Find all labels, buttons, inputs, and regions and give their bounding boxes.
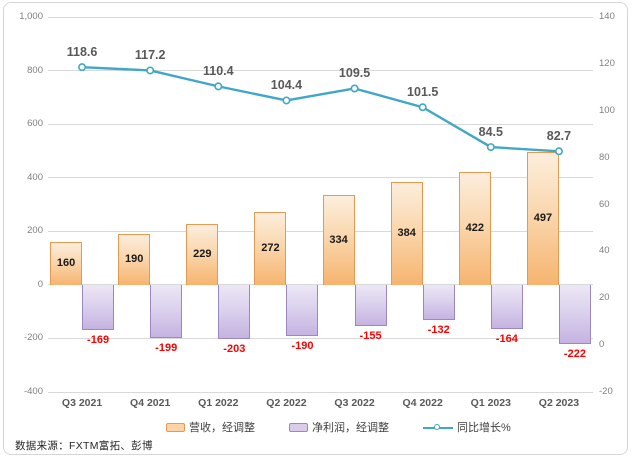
gridline — [48, 177, 593, 179]
profit-bar-label: -164 — [495, 332, 518, 345]
gridline — [48, 337, 593, 339]
category-label: Q2 2022 — [266, 397, 307, 409]
left-axis-tick-label: -200 — [23, 332, 43, 344]
profit-bar-label: -155 — [359, 330, 382, 343]
profit-bar-label: -169 — [87, 334, 110, 347]
growth-line-marker — [282, 96, 291, 105]
growth-point-label: 110.4 — [203, 64, 234, 79]
right-axis-tick-label: 100 — [599, 104, 615, 116]
profit-bar — [82, 284, 115, 331]
revenue-bar-label: 229 — [193, 247, 212, 260]
growth-point-label: 101.5 — [407, 85, 439, 100]
profit-bar — [218, 284, 251, 340]
right-axis-tick-label: 0 — [599, 339, 605, 351]
right-axis-tick-label: 120 — [599, 57, 615, 69]
revenue-bar — [118, 233, 151, 285]
category-label: Q4 2022 — [402, 397, 443, 409]
profit-bar-label: -190 — [291, 339, 314, 352]
profit-bar-label: -203 — [223, 343, 246, 356]
growth-point-label: 82.7 — [546, 129, 572, 144]
growth-point-label: 117.2 — [134, 48, 166, 63]
legend-item-growth: 同比增长% — [423, 419, 511, 435]
growth-line-swatch-icon — [423, 422, 453, 432]
profit-bar — [286, 284, 319, 336]
category-label: Q1 2022 — [198, 397, 239, 409]
left-axis-tick-label: -400 — [23, 386, 43, 397]
right-axis-tick-label: 20 — [599, 292, 610, 304]
legend-label-profit: 净利润，经调整 — [312, 422, 389, 434]
category-label: Q4 2021 — [130, 397, 171, 409]
gridline — [48, 16, 593, 18]
revenue-swatch-icon — [166, 422, 185, 432]
left-axis-tick-label: 600 — [27, 118, 43, 130]
left-axis-tick-label: 800 — [27, 64, 43, 76]
profit-bar-label: -222 — [563, 348, 586, 361]
growth-line-marker — [214, 82, 223, 91]
revenue-bar-label: 334 — [329, 233, 348, 246]
legend-item-profit: 净利润，经调整 — [289, 419, 389, 435]
profit-bar-label: -132 — [427, 324, 450, 337]
category-label: Q3 2021 — [61, 397, 103, 409]
revenue-bar — [458, 171, 491, 285]
growth-point-label: 104.4 — [270, 78, 303, 93]
revenue-bar — [186, 223, 219, 285]
growth-point-label: 118.6 — [66, 45, 98, 60]
revenue-bar-label: 160 — [56, 256, 76, 269]
profit-bar — [150, 284, 183, 339]
gridline — [48, 70, 593, 72]
left-axis-tick-label: 200 — [27, 225, 43, 237]
gridline — [48, 230, 593, 232]
right-axis-tick-label: -20 — [599, 386, 613, 397]
revenue-bar-label: 422 — [465, 221, 484, 234]
growth-point-label: 109.5 — [338, 66, 371, 81]
revenue-bar — [50, 242, 83, 285]
profit-bar — [354, 284, 387, 327]
gridline — [48, 284, 593, 286]
revenue-bar-label: 384 — [397, 226, 416, 239]
gridline — [48, 391, 593, 393]
legend: 营收，经调整 净利润，经调整 同比增长% — [166, 418, 511, 436]
revenue-bar — [322, 195, 355, 285]
legend-label-growth: 同比增长% — [457, 422, 511, 434]
legend-item-revenue: 营收，经调整 — [166, 419, 255, 435]
category-label: Q3 2022 — [334, 397, 375, 409]
growth-line-marker — [418, 103, 427, 112]
legend-label-revenue: 营收，经调整 — [189, 422, 255, 434]
profit-swatch-icon — [289, 422, 308, 432]
profit-bar — [422, 284, 455, 321]
profit-bar — [558, 284, 591, 345]
left-axis-tick-label: 400 — [27, 171, 43, 183]
revenue-bar — [526, 151, 559, 285]
revenue-bar-label: 497 — [533, 211, 553, 224]
category-label: Q2 2023 — [538, 397, 580, 409]
right-axis-tick-label: 140 — [599, 11, 615, 22]
profit-bar-label: -199 — [155, 342, 178, 355]
profit-bar — [490, 284, 523, 329]
growth-line-marker — [486, 143, 495, 152]
right-axis-tick-label: 80 — [599, 151, 610, 163]
revenue-bar — [390, 182, 423, 285]
category-label: Q1 2023 — [470, 397, 511, 409]
growth-line-marker — [350, 84, 359, 93]
left-axis-tick-label: 0 — [37, 278, 43, 290]
source-note: 数据来源：FXTM富拓、彭博 — [15, 440, 153, 452]
right-axis-tick-label: 60 — [599, 198, 610, 210]
revenue-bar-label: 190 — [125, 252, 144, 265]
right-axis-tick-label: 40 — [599, 245, 610, 257]
left-axis-tick-label: 1,000 — [19, 11, 43, 22]
revenue-bar — [254, 212, 287, 285]
revenue-bar-label: 272 — [261, 241, 280, 254]
growth-point-label: 84.5 — [478, 125, 503, 140]
